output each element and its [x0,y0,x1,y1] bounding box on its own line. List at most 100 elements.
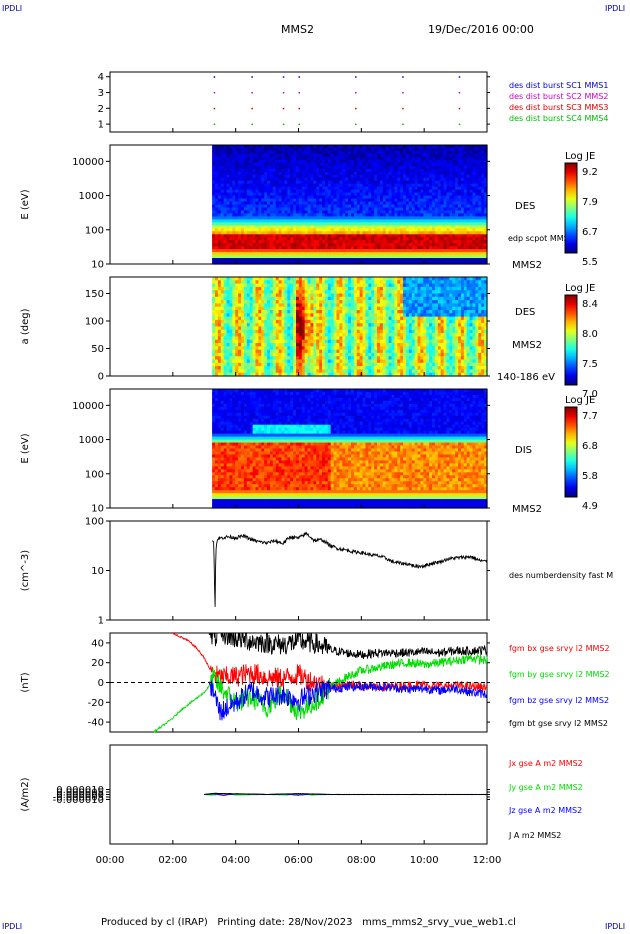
heat-cell [440,204,445,209]
heat-cell [414,240,419,244]
heat-cell [417,150,422,155]
heat-cell [417,195,422,200]
heat-cell [278,219,283,223]
heat-cell [460,198,465,203]
heat-cell [403,153,407,158]
heat-cell [351,258,355,262]
heat-cell [437,183,442,188]
heat-cell [235,198,239,203]
heat-cell [316,156,320,161]
heat-cell [455,198,459,203]
heat-cell [351,183,355,188]
heat-cell [391,145,395,149]
heat-cell [322,225,326,229]
heat-cell [429,237,433,241]
heat-cell [371,147,375,152]
heat-cell [333,231,338,235]
heat-cell [275,195,280,200]
heat-cell [246,183,251,188]
heat-cell [351,213,355,218]
heat-cell [379,216,384,220]
heat-cell [232,183,236,188]
heat-cell [359,156,364,161]
heat-cell [446,231,450,235]
heat-cell [446,246,450,250]
heat-cell [275,219,280,223]
heat-cell [400,261,404,265]
heat-cell [272,145,277,149]
heat-cell [452,156,456,161]
heat-cell [440,156,445,161]
heat-cell [382,162,387,167]
heat-cell [275,186,280,191]
heat-cell [382,150,387,155]
heat-cell [264,249,268,253]
heat-cell [379,231,384,235]
heat-cell [408,228,413,232]
heat-cell [368,219,372,223]
heat-cell [452,150,456,155]
heat-cell [327,255,332,259]
heat-cell [249,177,254,182]
heat-cell [235,231,239,235]
heat-cell [272,225,277,229]
heat-cell [432,201,436,206]
heat-cell [405,189,410,194]
heat-cell [212,147,216,152]
heat-cell [284,216,288,220]
heat-cell [394,255,398,259]
heat-cell [246,234,251,238]
spacecraft-title: MMS2 [281,23,314,36]
heat-cell [458,180,462,185]
heat-cell [310,147,314,152]
heat-cell [353,189,358,194]
heat-cell [275,231,280,235]
heat-cell [258,261,262,265]
heat-cell [330,240,335,244]
heat-cell [324,168,329,173]
heat-cell [429,159,433,164]
heat-cell [394,237,398,241]
heat-cell [330,156,335,161]
heat-cell [342,237,346,241]
heat-cell [264,156,268,161]
heat-cell [411,243,416,247]
heat-cell [446,237,450,241]
heat-cell [330,204,335,209]
heat-cell [220,237,225,241]
heat-cell [434,240,439,244]
heat-cell [458,183,462,188]
heat-cell [446,243,450,247]
heat-cell [264,216,268,220]
heat-cell [414,252,419,256]
heat-cell [420,147,424,152]
heat-cell [269,204,274,209]
heat-cell [374,165,378,170]
heat-cell [316,252,320,256]
heat-cell [417,216,422,220]
heat-cell [319,210,323,215]
heat-cell [324,201,329,206]
heat-cell [330,210,335,215]
heat-cell [449,219,453,223]
heat-cell [238,204,242,209]
heat-cell [232,225,236,229]
heat-cell [298,213,303,218]
heat-cell [272,201,277,206]
heat-cell [324,237,329,241]
heat-cell [261,207,265,212]
heat-cell [272,204,277,209]
heat-cell [293,231,297,235]
heat-cell [408,147,413,152]
heat-cell [290,216,294,220]
heat-cell [296,207,300,212]
heat-cell [310,222,314,226]
heat-cell [455,192,459,197]
heat-cell [426,177,430,182]
heat-cell [223,153,228,158]
heat-cell [356,159,361,164]
heat-cell [345,192,349,197]
heat-cell [377,147,381,152]
heat-cell [330,147,335,152]
heat-cell [246,162,251,167]
